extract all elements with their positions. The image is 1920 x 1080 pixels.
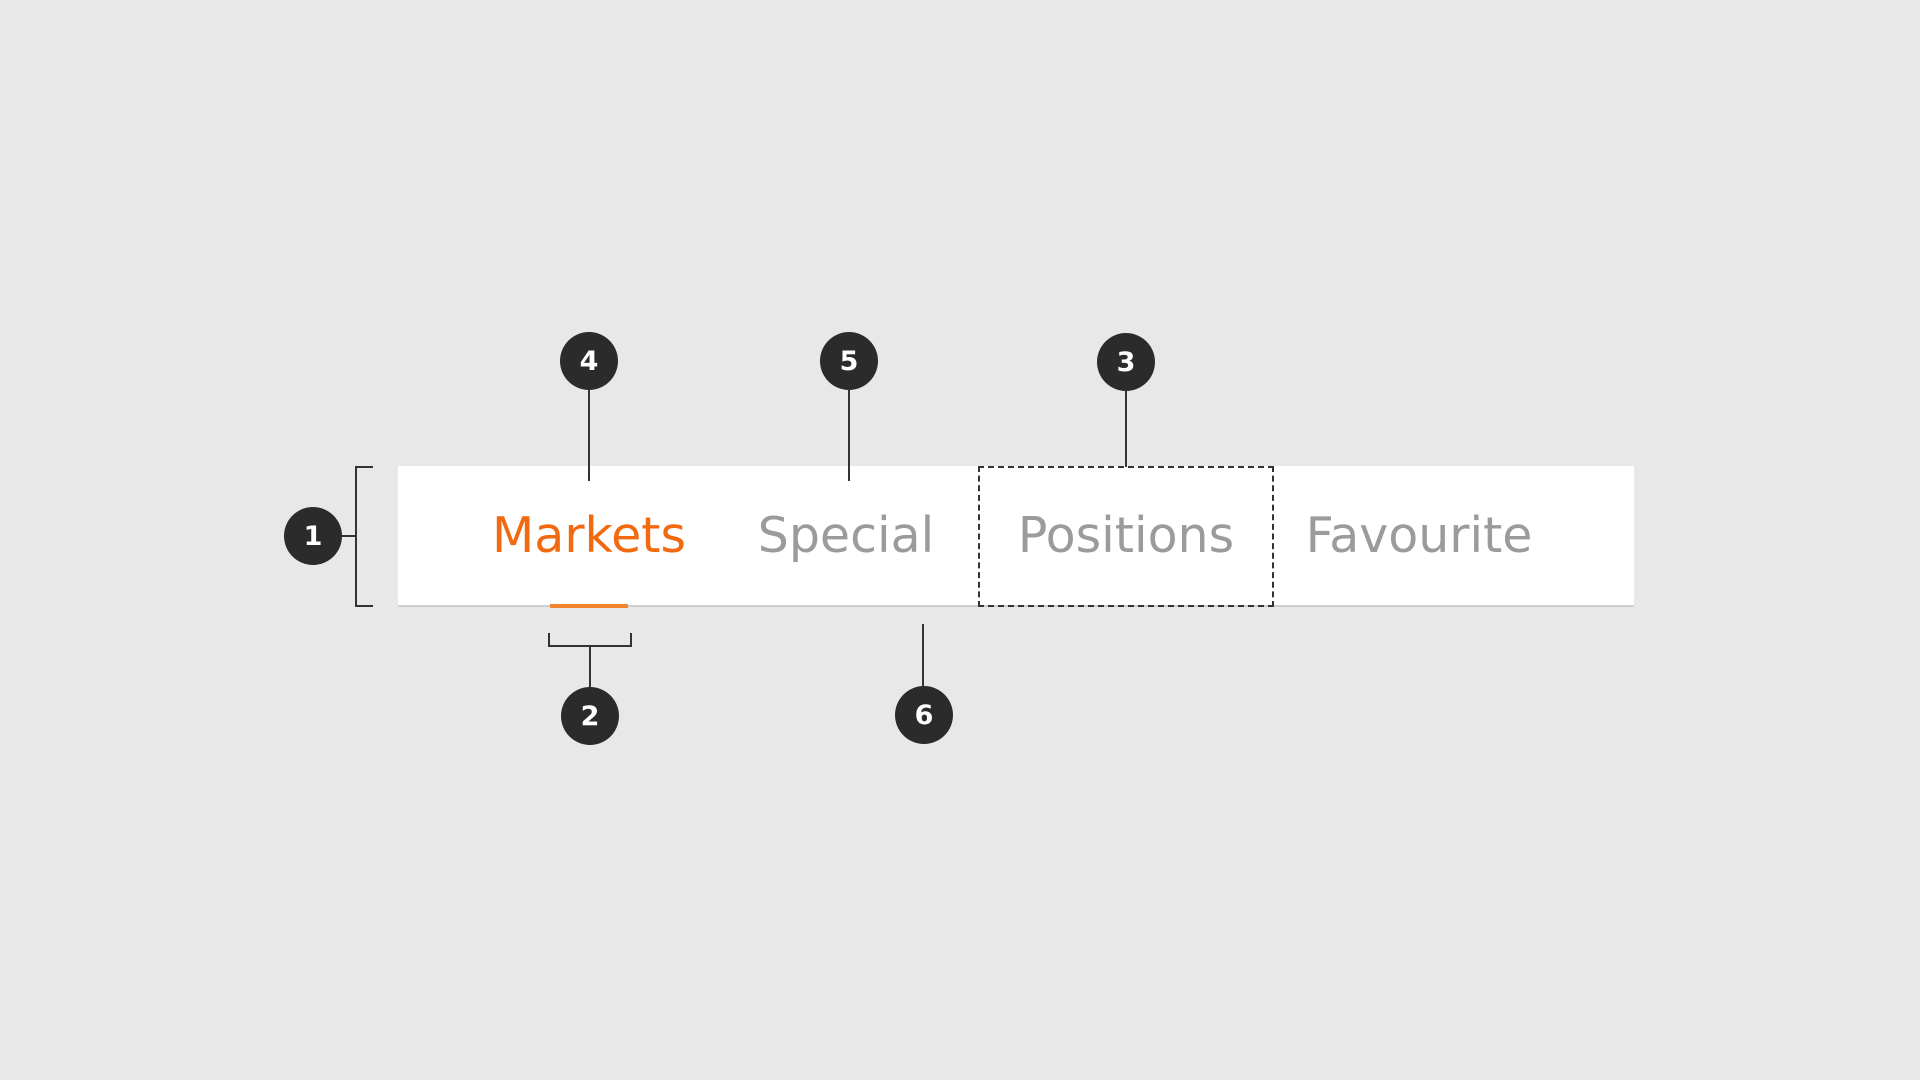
- callout-6: 6: [895, 686, 953, 744]
- leader-line-3: [1125, 390, 1127, 467]
- tab-favourite[interactable]: Favourite: [1305, 507, 1533, 564]
- leader-line-1: [342, 535, 356, 537]
- tab-markets[interactable]: Markets: [492, 507, 686, 564]
- container-bracket: [355, 466, 373, 607]
- tab-bar: Markets Special Positions Favourite: [398, 466, 1634, 608]
- callout-4: 4: [560, 332, 618, 390]
- leader-line-2: [589, 646, 591, 688]
- callout-1: 1: [284, 507, 342, 565]
- callout-2: 2: [561, 687, 619, 745]
- callout-3: 3: [1097, 333, 1155, 391]
- active-tab-indicator: [550, 604, 628, 608]
- callout-5: 5: [820, 332, 878, 390]
- indicator-bracket: [548, 633, 632, 647]
- leader-line-5: [848, 389, 850, 481]
- leader-line-6: [922, 624, 924, 688]
- tab-special[interactable]: Special: [757, 507, 935, 564]
- leader-line-4: [588, 389, 590, 481]
- tab-positions[interactable]: Positions: [1017, 507, 1235, 564]
